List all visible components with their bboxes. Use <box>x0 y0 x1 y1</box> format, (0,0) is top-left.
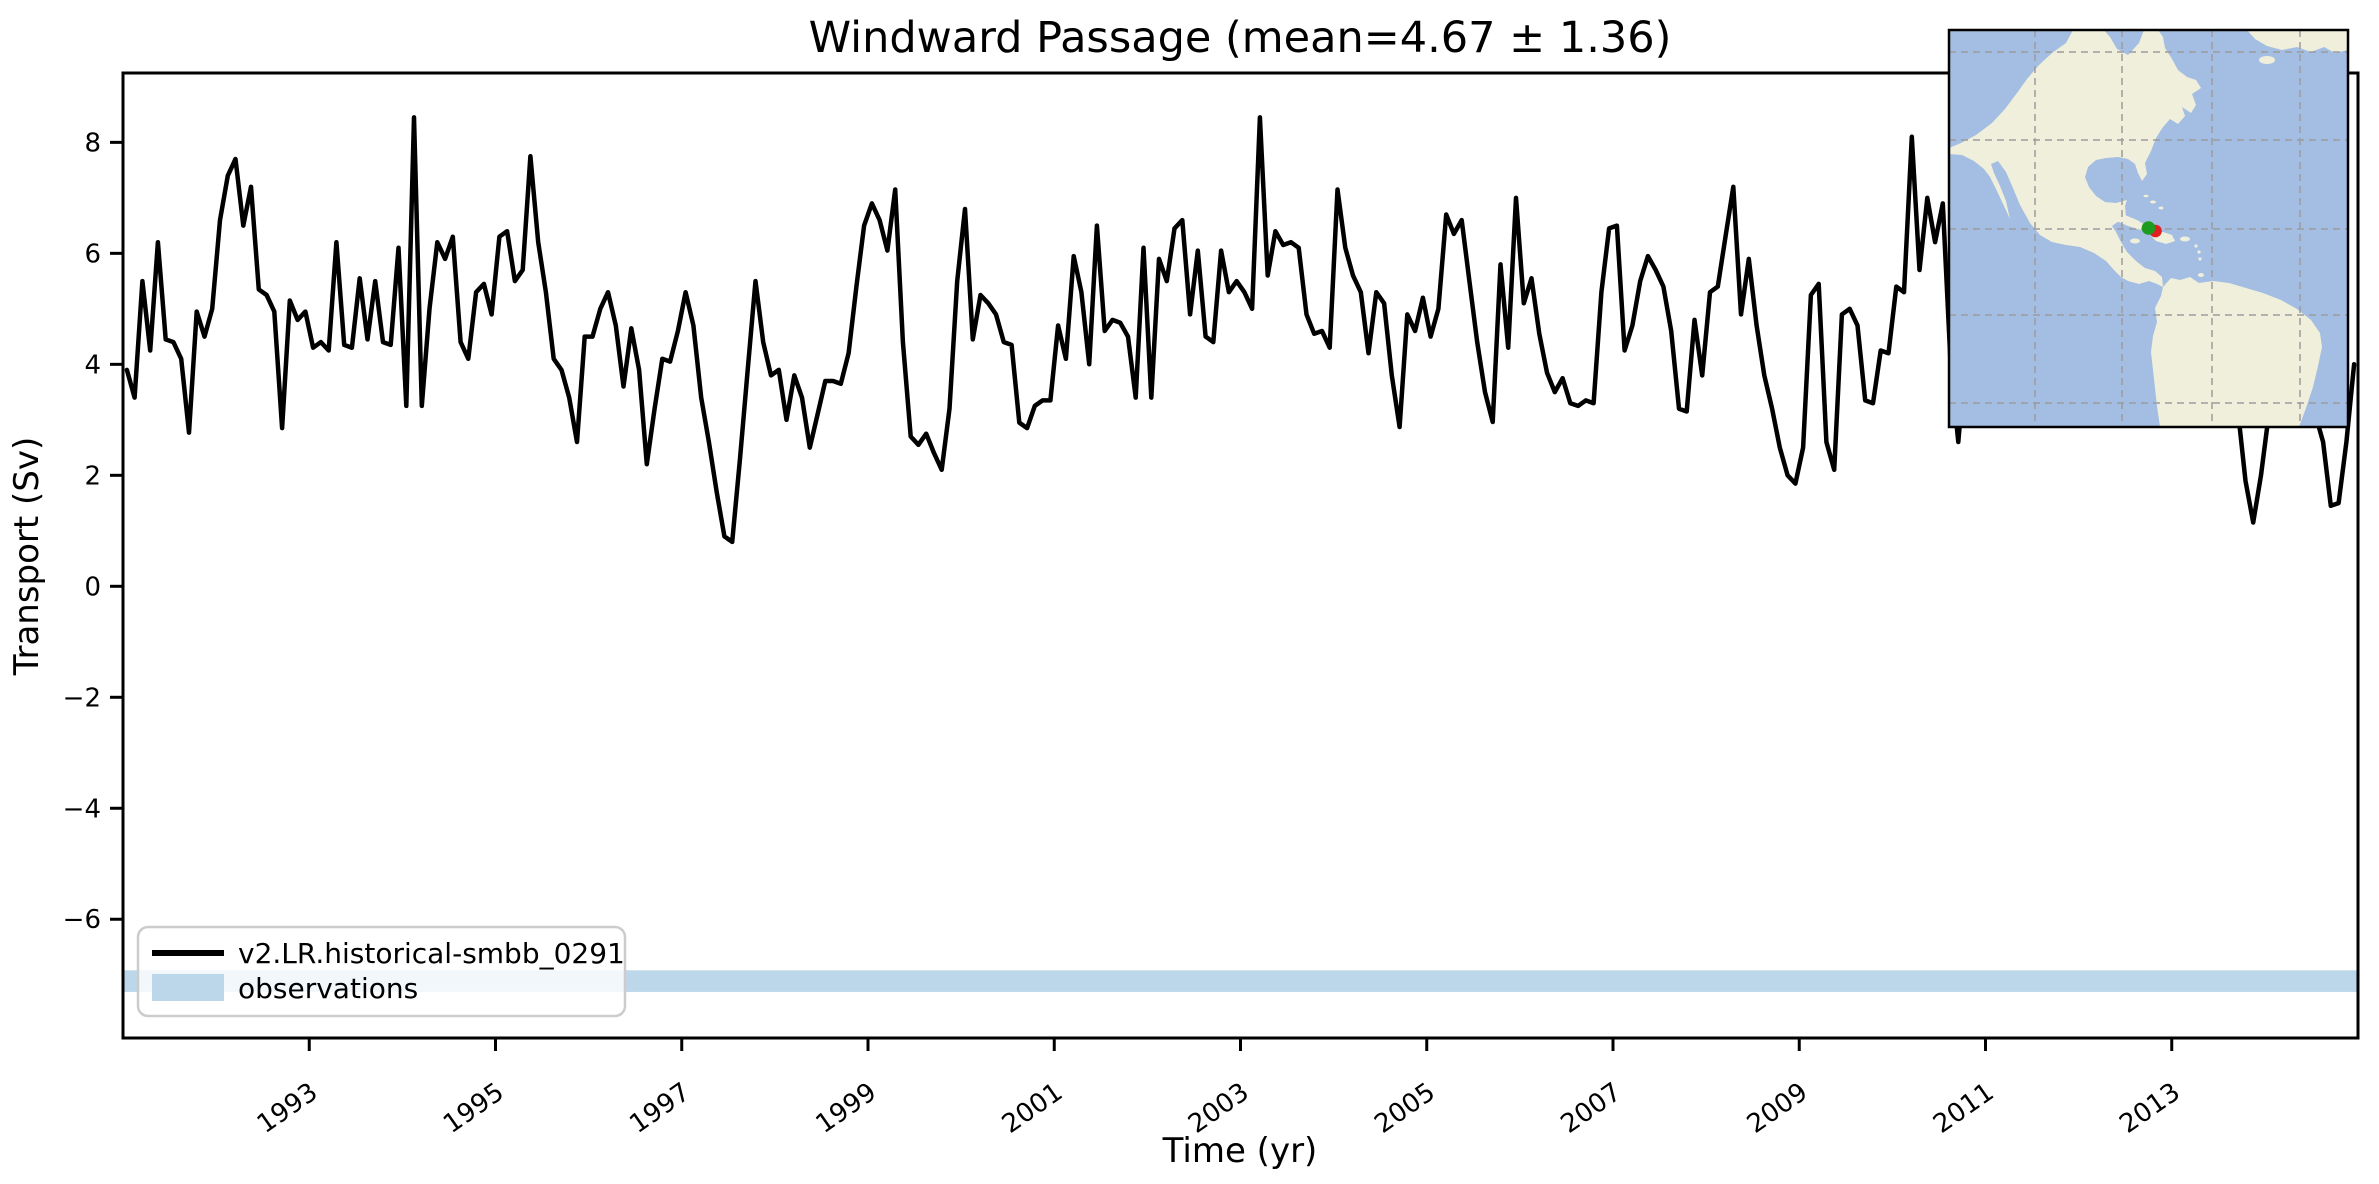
y-axis-ticks: −6 −4 −2 0 2 4 6 8 <box>63 128 123 935</box>
observations-band <box>123 970 2358 992</box>
x-tick-label: 1995 <box>438 1077 509 1140</box>
trinidad-island <box>2198 273 2204 277</box>
inset-map-border <box>1947 28 2350 429</box>
x-tick-label: 2013 <box>2114 1077 2185 1140</box>
x-axis-ticks: 1993 1995 1997 1999 2001 2003 2005 2007 2009 2011… <box>252 1038 2186 1140</box>
y-tick-label: 8 <box>84 128 101 158</box>
y-tick-label: −4 <box>63 794 101 824</box>
legend: v2.LR.historical-smbb_0291 observations <box>136 925 627 1018</box>
bahamas-island <box>2150 200 2156 204</box>
legend-label-observations: observations <box>238 972 418 1005</box>
x-tick-label: 2005 <box>1369 1077 1440 1140</box>
x-tick-label: 2011 <box>1928 1077 1999 1140</box>
puerto-rico-island <box>2180 236 2190 242</box>
lesser-antilles-island <box>2198 257 2202 261</box>
x-tick-label: 2007 <box>1556 1077 1627 1140</box>
y-tick-label: 6 <box>84 239 101 269</box>
x-tick-label: 1993 <box>252 1077 323 1140</box>
x-tick-label: 1999 <box>811 1077 882 1140</box>
lesser-antilles-island <box>2194 244 2198 248</box>
inset-map <box>1947 28 2350 429</box>
map-gridlines <box>1949 30 2348 427</box>
legend-band-sample <box>152 974 224 1001</box>
y-tick-label: −6 <box>63 905 101 935</box>
x-tick-label: 1997 <box>624 1077 695 1140</box>
y-axis-label: Transport (Sv) <box>7 437 47 677</box>
y-tick-label: 2 <box>84 461 101 491</box>
x-tick-label: 2009 <box>1742 1077 1813 1140</box>
y-tick-label: 4 <box>84 350 101 380</box>
y-tick-label: 0 <box>84 572 101 602</box>
legend-box <box>136 925 627 1018</box>
bahamas-island <box>2158 206 2164 210</box>
y-tick-label: −2 <box>63 683 101 713</box>
bahamas-island <box>2143 194 2149 198</box>
x-tick-label: 2001 <box>997 1077 1068 1140</box>
legend-label-model: v2.LR.historical-smbb_0291 <box>238 937 625 970</box>
newfoundland-island <box>2259 56 2275 64</box>
northeast-land-corner <box>2247 30 2348 53</box>
lesser-antilles-island <box>2197 250 2201 254</box>
north-america-landmass <box>1949 30 2201 287</box>
cuba-island <box>2096 210 2150 231</box>
model-location-marker <box>2141 221 2156 235</box>
chart-title: Windward Passage (mean=4.67 ± 1.36) <box>809 13 1672 63</box>
x-axis-label: Time (yr) <box>1162 1131 1318 1171</box>
jamaica-island <box>2130 238 2140 244</box>
